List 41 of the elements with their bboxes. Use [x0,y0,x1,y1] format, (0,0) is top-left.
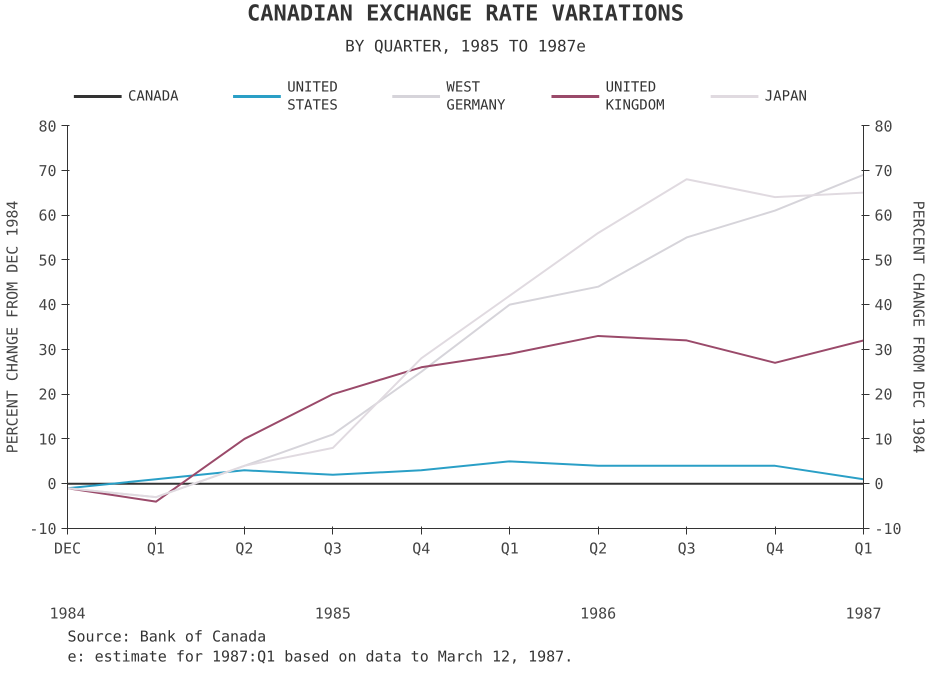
x-tick-label: Q1 [500,540,519,558]
x-tick-label: Q4 [412,540,430,558]
legend-label: UNITED KINGDOM [606,80,665,114]
x-tick-label: Q3 [678,540,696,558]
y-tick-label: 40 [38,296,56,314]
category-label: Q1 1987 [845,540,882,622]
y2-tick-label: 50 [874,251,893,270]
y2-tick-label: 0 [874,475,884,494]
x-tick-label: Q4 [766,540,784,558]
x-tick-label: Q1 [146,540,165,558]
y2-tick-label: 20 [874,386,893,404]
y2-tick-label: 60 [874,206,893,225]
category-label: Q2 1986 [580,540,616,622]
y-tick-label: 50 [38,251,56,270]
chart-subtitle: BY QUARTER, 1985 TO 1987e [345,36,586,56]
category-label: Q3 1985 [314,540,351,622]
y2-tick-label: 70 [874,162,893,180]
y-tick-label: 0 [47,475,56,494]
y2-tick-label: 30 [874,340,893,359]
x-tick-label: Q2 [235,540,254,558]
legend-label: UNITED STATES [287,80,338,114]
y-tick-label: 10 [38,430,56,448]
y2-tick-label: 80 [874,118,893,136]
legend-label: CANADA [128,88,180,104]
y-tick-label: 70 [38,162,56,180]
y2-tick-label: -10 [874,520,902,538]
chart-title: CANADIAN EXCHANGE RATE VARIATIONS [246,2,684,27]
y-tick-label: 30 [38,340,56,359]
y2-axis-title: PERCENT CHANGE FROM DEC 1984 [910,200,928,454]
y2-tick-label: 10 [874,430,893,448]
y-tick-label: 80 [38,118,56,136]
legend-label: JAPAN [764,88,807,104]
y2-tick-label: 40 [874,296,893,314]
source-note: Source: Bank of Canada [68,628,266,646]
y-tick-label: -10 [29,520,56,538]
legend-label: WEST GERMANY [446,80,506,114]
y-tick-label: 60 [38,206,56,225]
y-axis-title: PERCENT CHANGE FROM DEC 1984 [3,200,22,454]
y-tick-label: 20 [38,386,56,404]
text: e: estimate for 1987:Q1 based on data to March 12, 1987. [68,648,574,666]
category-label: DEC 1984 [49,540,86,622]
